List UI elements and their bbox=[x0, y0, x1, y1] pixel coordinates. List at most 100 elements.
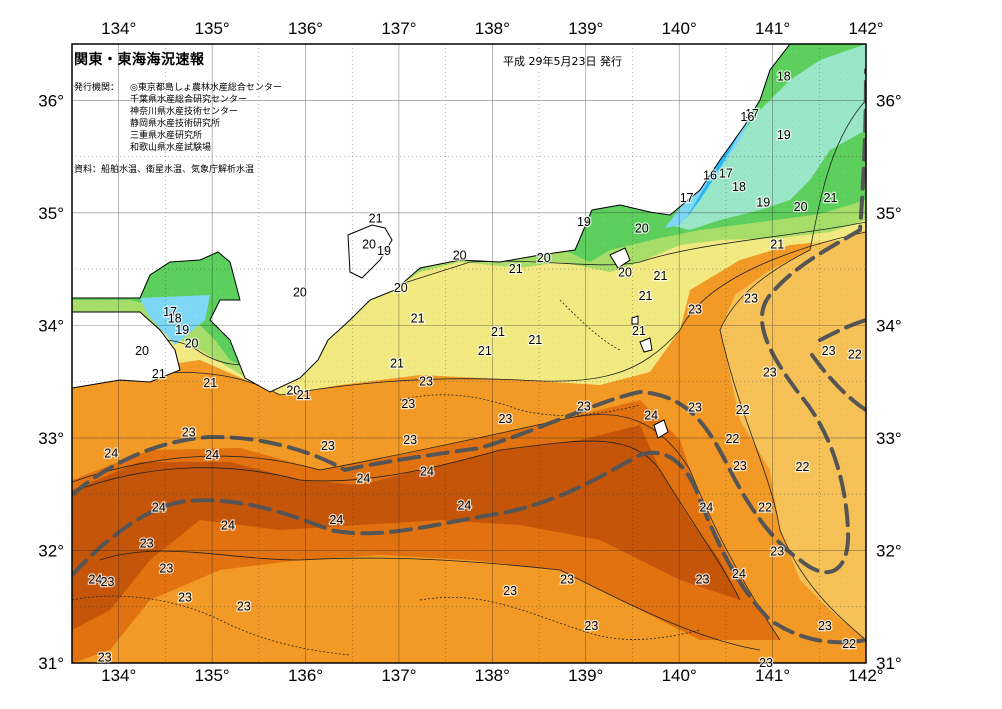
isotherm-label: 18 bbox=[777, 70, 791, 84]
isotherm-label: 24 bbox=[221, 519, 235, 533]
oshima-island bbox=[609, 247, 631, 269]
lat-tick-left: 32° bbox=[38, 541, 64, 560]
isotherm-label: 21 bbox=[390, 357, 404, 371]
isotherm-label: 20 bbox=[537, 251, 551, 265]
isotherm-label: 21 bbox=[824, 191, 838, 205]
isotherm-label: 20 bbox=[135, 344, 149, 358]
isotherm-label: 16 bbox=[703, 169, 717, 183]
lat-tick-left: 33° bbox=[38, 429, 64, 448]
lon-tick-bottom: 134° bbox=[101, 666, 136, 685]
isotherm-label: 21 bbox=[478, 344, 492, 358]
lat-tick-left: 31° bbox=[38, 654, 64, 673]
isotherm-label: 23 bbox=[419, 375, 433, 389]
isotherm-label: 23 bbox=[759, 656, 773, 670]
isotherm-label: 23 bbox=[401, 397, 415, 411]
lon-tick-bottom: 141° bbox=[755, 666, 790, 685]
isotherm-label: 21 bbox=[509, 262, 523, 276]
isotherm-label: 23 bbox=[822, 344, 836, 358]
lon-tick-bottom: 138° bbox=[475, 666, 510, 685]
lat-tick-right: 36° bbox=[876, 91, 902, 110]
isotherm-label: 23 bbox=[101, 575, 115, 589]
isotherm-label: 21 bbox=[528, 333, 542, 347]
isotherm-label: 17 bbox=[680, 191, 694, 205]
isotherm-label: 21 bbox=[491, 325, 505, 339]
isotherm-label: 17 bbox=[719, 166, 733, 180]
isotherm-label: 23 bbox=[584, 619, 598, 633]
lat-tick-left: 36° bbox=[38, 91, 64, 110]
lon-tick-top: 137° bbox=[381, 19, 416, 38]
isotherm-label: 23 bbox=[498, 412, 512, 426]
isotherm-label: 19 bbox=[377, 244, 391, 258]
miyake-island bbox=[639, 337, 653, 353]
lat-tick-right: 35° bbox=[876, 204, 902, 223]
issuer-item: 和歌山県水産試験場 bbox=[130, 143, 212, 153]
kuroshio-axis-lines bbox=[72, 68, 866, 645]
isotherm-label: 24 bbox=[457, 498, 471, 512]
isotherm-label: 22 bbox=[736, 403, 750, 417]
isotherm-label: 23 bbox=[178, 591, 192, 605]
isotherm-label: 20 bbox=[293, 286, 307, 300]
data-source: 資料：船舶水温、衛星水温、気象庁解析水温 bbox=[74, 165, 255, 175]
issuer-list: ◎東京都島しょ農林水産総合センター 千葉県水産総合研究センター 神奈川県水産技術セン… bbox=[130, 82, 282, 154]
isotherm-label: 23 bbox=[159, 561, 173, 575]
honshu-land bbox=[72, 44, 791, 393]
map-body bbox=[72, 44, 866, 663]
isotherm-label: 21 bbox=[152, 367, 166, 381]
isotherm-label: 21 bbox=[411, 312, 425, 326]
isotherm-label: 16 bbox=[740, 110, 754, 124]
issuer-label: 発行機関： bbox=[74, 83, 120, 93]
isotherm-label: 23 bbox=[560, 573, 574, 587]
lat-tick-left: 35° bbox=[38, 204, 64, 223]
isotherm-label: 20 bbox=[185, 336, 199, 350]
isotherm-label: 23 bbox=[696, 573, 710, 587]
lon-tick-bottom: 139° bbox=[568, 666, 603, 685]
isotherm-label: 20 bbox=[794, 200, 808, 214]
lat-tick-right: 31° bbox=[876, 654, 902, 673]
isotherm-label: 17 bbox=[745, 107, 759, 121]
map-frame bbox=[71, 43, 867, 664]
isotherm-label: 23 bbox=[140, 537, 154, 551]
isotherm-label: 23 bbox=[744, 291, 758, 305]
isotherm-label: 23 bbox=[770, 545, 784, 559]
lon-tick-top: 136° bbox=[288, 19, 323, 38]
isotherm-label: 24 bbox=[329, 513, 343, 527]
issuer-item: 千葉県水産総合研究センター bbox=[130, 95, 248, 105]
lon-tick-top: 138° bbox=[475, 19, 510, 38]
isotherm-label: 21 bbox=[639, 289, 653, 303]
isotherm-label: 24 bbox=[88, 573, 102, 587]
isotherm-label: 22 bbox=[848, 348, 862, 362]
isotherm-label: 21 bbox=[654, 269, 668, 283]
isotherm-label: 21 bbox=[369, 211, 383, 225]
isotherm-label: 17 bbox=[163, 305, 177, 319]
isotherm-label: 21 bbox=[297, 388, 311, 402]
isotherm-label: 19 bbox=[175, 323, 189, 337]
isotherm-label: 23 bbox=[182, 425, 196, 439]
isotherm-label: 19 bbox=[577, 215, 591, 229]
isotherm-label: 24 bbox=[732, 567, 746, 581]
lon-tick-top: 134° bbox=[101, 19, 136, 38]
isotherm-label: 24 bbox=[699, 501, 713, 515]
lon-tick-top: 135° bbox=[195, 19, 230, 38]
issuer-item: 三重県水産研究所 bbox=[130, 131, 203, 141]
lon-tick-top: 141° bbox=[755, 19, 790, 38]
lon-tick-bottom: 135° bbox=[195, 666, 230, 685]
coordinate-ticks: 134° 134° 135° 135° 136° 136° 137° 137° 138° 138°… bbox=[38, 19, 901, 685]
isotherm-label: 23 bbox=[733, 459, 747, 473]
lon-tick-bottom: 137° bbox=[381, 666, 416, 685]
isotherm-label: 20 bbox=[394, 281, 408, 295]
lon-tick-bottom: 142° bbox=[848, 666, 883, 685]
shikoku-land bbox=[72, 311, 181, 389]
isotherm-label: 23 bbox=[577, 399, 591, 413]
issue-date: 平成 29年5月23日 発行 bbox=[503, 55, 622, 68]
lon-tick-top: 139° bbox=[568, 19, 603, 38]
isotherm-label: 23 bbox=[98, 650, 112, 664]
isotherm-label: 23 bbox=[403, 433, 417, 447]
issuer-item: 神奈川県水産技術センター bbox=[130, 107, 239, 117]
isotherm-label: 23 bbox=[237, 600, 251, 614]
isotherm-label: 23 bbox=[818, 619, 832, 633]
isotherm-label: 23 bbox=[321, 439, 335, 453]
isotherm-label: 24 bbox=[205, 448, 219, 462]
lon-tick-bottom: 140° bbox=[662, 666, 697, 685]
